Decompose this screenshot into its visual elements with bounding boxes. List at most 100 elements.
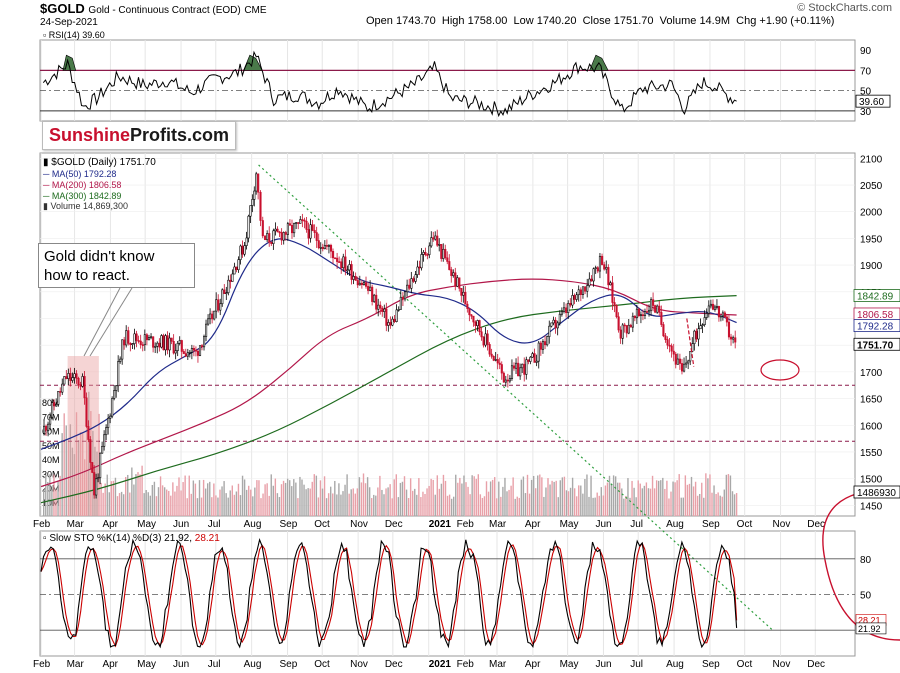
volume-bar: [371, 498, 373, 516]
volume-bar: [389, 484, 391, 516]
volume-bar: [375, 495, 377, 516]
x-tick-label: Mar: [67, 659, 85, 670]
volume-bar: [721, 496, 723, 516]
sunshine-profits-logo[interactable]: SunshineProfits.com: [42, 121, 237, 150]
candle-body: [215, 299, 218, 312]
volume-bar: [487, 491, 490, 516]
candle-body: [680, 363, 684, 372]
volume-bar: [200, 497, 203, 516]
candle-body: [552, 319, 555, 324]
candle-body: [381, 307, 384, 312]
volume-bar: [352, 488, 354, 516]
candle-body: [611, 282, 614, 303]
candle-body: [107, 417, 110, 428]
candle-body: [235, 266, 238, 271]
volume-bar: [412, 490, 414, 516]
candle-body: [508, 378, 511, 382]
candle-body: [711, 303, 715, 310]
candle-body: [346, 269, 349, 272]
candle-body: [274, 228, 277, 232]
candle-body: [670, 345, 673, 352]
volume-bar: [594, 497, 596, 516]
candle-body: [658, 305, 661, 313]
candle-body: [121, 339, 124, 360]
candle-body: [268, 233, 271, 243]
candle-body: [399, 296, 402, 310]
x-tick-label: Jul: [208, 659, 221, 670]
candle-body: [284, 232, 287, 235]
candle-body: [168, 337, 171, 351]
volume-bar: [202, 479, 205, 516]
volume-bar: [426, 488, 428, 516]
candle-body: [178, 340, 181, 344]
candle-body: [695, 330, 698, 340]
candle-body: [458, 277, 461, 289]
volume-bar: [155, 496, 158, 516]
candle-body: [621, 324, 624, 339]
candle-body: [434, 235, 437, 240]
volume-bar: [184, 475, 186, 516]
volume-bar: [227, 497, 229, 516]
volume-bar: [323, 476, 326, 516]
price-axis-label: 1806.58: [857, 310, 894, 321]
volume-bar: [135, 474, 137, 516]
candle-body: [170, 337, 173, 342]
x-tick-label: Aug: [666, 659, 684, 670]
volume-bar: [159, 476, 162, 516]
candle-body: [406, 284, 409, 293]
candle-body: [637, 308, 641, 317]
volume-bar: [176, 485, 178, 516]
candle-body: [350, 264, 353, 280]
volume-bar: [489, 481, 492, 516]
price-y-tick: 1950: [860, 234, 883, 245]
candle-body: [537, 342, 540, 362]
x-tick-label: Nov: [773, 519, 791, 530]
stockcharts-logo[interactable]: © StockCharts.com: [797, 2, 892, 14]
x-tick-label: Sep: [702, 659, 720, 670]
candle-body: [319, 247, 322, 249]
stochastic-y-tick: 50: [860, 591, 872, 602]
volume-bar: [723, 489, 725, 516]
chart-symbol: $GOLD Gold - Continuous Contract (EOD) C…: [40, 1, 267, 16]
volume-bar: [313, 474, 315, 516]
candle-body: [615, 305, 618, 318]
candle-body: [730, 336, 733, 340]
volume-bar: [625, 495, 627, 516]
candle-body: [721, 312, 724, 317]
volume-bar: [586, 474, 588, 516]
candle-body: [430, 237, 433, 247]
volume-bar: [711, 492, 713, 516]
candle-body: [119, 358, 122, 362]
candle-body: [95, 478, 98, 496]
candle-body: [227, 279, 230, 294]
volume-bar: [55, 489, 57, 516]
candle-body: [325, 245, 328, 247]
volume-bar: [303, 484, 305, 516]
volume-bar: [245, 489, 248, 516]
volume-bar: [537, 475, 539, 516]
annotation-line-1: Gold didn't know: [44, 248, 155, 265]
volume-bar: [717, 492, 719, 516]
candle-body: [579, 289, 582, 295]
volume-bar: [440, 483, 443, 516]
candle-body: [550, 322, 553, 327]
volume-bar: [676, 480, 678, 516]
volume-bar: [186, 498, 188, 516]
volume-bar: [588, 496, 590, 516]
volume-bar: [670, 491, 672, 516]
legend-ma300: ─ MA(300) 1842.89: [43, 191, 122, 201]
volume-bar: [297, 498, 299, 516]
candle-body: [689, 351, 692, 362]
volume-bar: [395, 474, 397, 516]
candle-body: [393, 318, 396, 322]
stochastic-d-last-value: 28.21: [858, 615, 881, 625]
volume-bar: [364, 483, 367, 516]
volume-bar: [635, 497, 637, 516]
candle-body: [371, 286, 374, 302]
volume-bar: [604, 485, 607, 516]
candle-body: [699, 325, 702, 330]
volume-bar: [264, 484, 266, 516]
candle-body: [472, 315, 475, 323]
volume-bar: [528, 493, 531, 516]
stochastic-legend: ▫ Slow STO %K(14) %D(3) 21.92, 28.21: [43, 533, 220, 544]
